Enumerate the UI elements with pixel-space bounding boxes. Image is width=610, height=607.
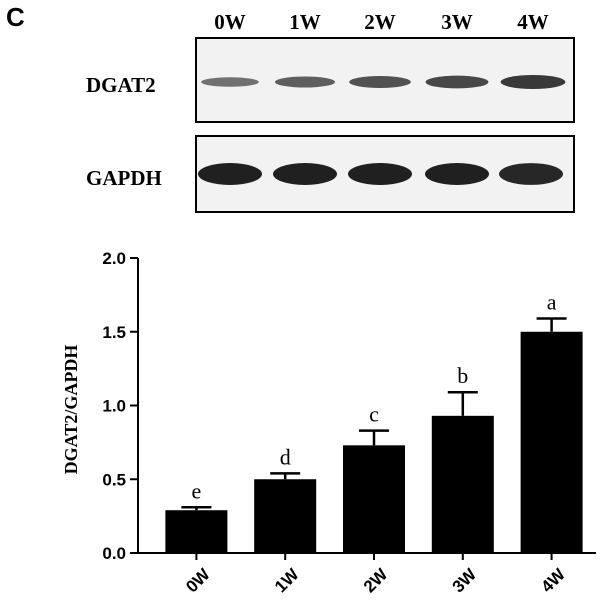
lane-label: 4W bbox=[517, 10, 549, 34]
bar bbox=[343, 445, 405, 553]
significance-label: c bbox=[369, 402, 379, 427]
western-blot: 0W 1W 2W 3W 4W DGAT2 GAPDH bbox=[86, 10, 575, 213]
lane-labels: 0W 1W 2W 3W 4W bbox=[214, 10, 549, 34]
y-tick-label: 1.5 bbox=[102, 323, 126, 342]
significance-label: d bbox=[280, 444, 291, 469]
x-tick-label: 2W bbox=[360, 564, 392, 596]
blot-band bbox=[499, 163, 563, 185]
y-tick-label: 1.0 bbox=[102, 397, 126, 416]
blot-rows: DGAT2 GAPDH bbox=[86, 37, 575, 213]
error-bars bbox=[181, 317, 567, 511]
x-tick-label: 4W bbox=[537, 564, 569, 596]
blot-row: GAPDH bbox=[86, 135, 575, 213]
blot-band bbox=[425, 163, 489, 185]
x-axis: 0W 1W 2W 3W 4W bbox=[138, 552, 596, 596]
blot-band bbox=[500, 75, 566, 89]
blot-band bbox=[425, 75, 489, 89]
y-axis-label: DGAT2/GAPDH bbox=[61, 345, 81, 475]
x-tick-label: 0W bbox=[182, 564, 214, 596]
lane-label: 3W bbox=[441, 10, 473, 34]
blot-band bbox=[348, 163, 412, 185]
bars bbox=[165, 331, 583, 553]
panel-letter: C bbox=[6, 2, 25, 32]
significance-label: e bbox=[192, 478, 202, 503]
bar bbox=[431, 415, 494, 553]
y-tick-label: 2.0 bbox=[102, 249, 126, 268]
lane-label: 1W bbox=[289, 10, 321, 34]
blot-band bbox=[198, 163, 262, 185]
y-tick-label: 0.5 bbox=[102, 470, 126, 489]
x-tick-label: 3W bbox=[449, 564, 481, 596]
y-axis: 0.0 0.5 1.0 1.5 2.0 bbox=[102, 249, 139, 563]
blot-band bbox=[275, 76, 335, 88]
significance-labels: e d c b a bbox=[192, 289, 557, 503]
bar bbox=[254, 479, 317, 553]
protein-label: DGAT2 bbox=[86, 73, 156, 97]
blot-row: DGAT2 bbox=[86, 37, 575, 123]
blot-band bbox=[273, 163, 337, 185]
significance-label: a bbox=[547, 289, 557, 314]
significance-label: b bbox=[457, 363, 468, 388]
protein-label: GAPDH bbox=[86, 166, 162, 190]
bar-chart: 0.0 0.5 1.0 1.5 2.0 0W 1W 2W 3W 4W e d c b a DGAT2/G… bbox=[61, 249, 596, 596]
lane-label: 0W bbox=[214, 10, 246, 34]
bar bbox=[165, 510, 228, 553]
x-tick-label: 1W bbox=[271, 564, 303, 596]
lane-label: 2W bbox=[364, 10, 396, 34]
bar bbox=[520, 331, 583, 553]
blot-band bbox=[349, 76, 411, 88]
blot-band bbox=[201, 77, 259, 87]
y-tick-label: 0.0 bbox=[102, 544, 126, 563]
